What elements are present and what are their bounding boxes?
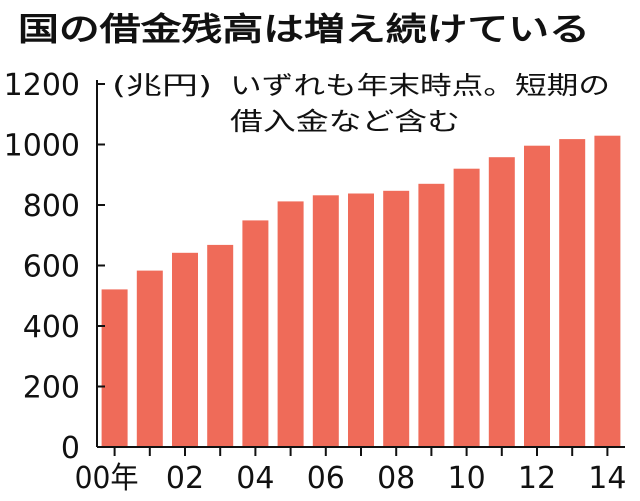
bar-2013 bbox=[559, 139, 586, 447]
bar-2001 bbox=[136, 270, 163, 447]
x-tick-label-2008: 08 bbox=[377, 461, 415, 496]
y-tick-label-0: 0 bbox=[61, 431, 80, 466]
x-tick-label-2002: 02 bbox=[166, 461, 204, 496]
bar-2005 bbox=[277, 201, 304, 447]
bar-2000 bbox=[101, 289, 128, 447]
bar-2014 bbox=[594, 135, 621, 447]
y-tick-label-1000: 1000 bbox=[4, 129, 80, 164]
bars-layer bbox=[101, 135, 621, 448]
bar-2012 bbox=[524, 145, 550, 447]
bar-2011 bbox=[488, 157, 515, 447]
bar-2008 bbox=[383, 190, 410, 448]
bar-2006 bbox=[312, 195, 339, 447]
y-tick-label-200: 200 bbox=[23, 371, 80, 406]
bar-2004 bbox=[242, 220, 269, 447]
x-tick-label-2010: 10 bbox=[448, 461, 486, 496]
bar-2010 bbox=[453, 168, 480, 447]
x-tick-label-2012: 12 bbox=[518, 461, 556, 496]
bar-2002 bbox=[172, 252, 198, 447]
unit-label: (兆円) bbox=[112, 71, 212, 100]
y-tick-label-800: 800 bbox=[23, 189, 80, 224]
y-tick-label-600: 600 bbox=[23, 250, 80, 285]
note-line-2: 借入金など含む bbox=[230, 107, 460, 136]
bar-2003 bbox=[207, 244, 234, 447]
bar-2009 bbox=[418, 183, 445, 448]
note-line-1: いずれも年末時点。短期の bbox=[230, 71, 610, 100]
x-tick-label-2014: 14 bbox=[588, 461, 626, 496]
x-tick-label-2004: 04 bbox=[236, 461, 274, 496]
axes: 0 200 400 600 800 1000 1200 00年 02 04 06 08 10 12 14 bbox=[4, 68, 627, 496]
x-tick-label-2006: 06 bbox=[307, 461, 345, 496]
bar-2007 bbox=[348, 193, 374, 447]
y-tick-label-1200: 1200 bbox=[4, 68, 80, 103]
x-tick-label-2000: 00年 bbox=[75, 461, 139, 496]
chart-title: 国の借金残高は増え続けている bbox=[18, 10, 590, 48]
y-tick-label-400: 400 bbox=[23, 310, 80, 345]
